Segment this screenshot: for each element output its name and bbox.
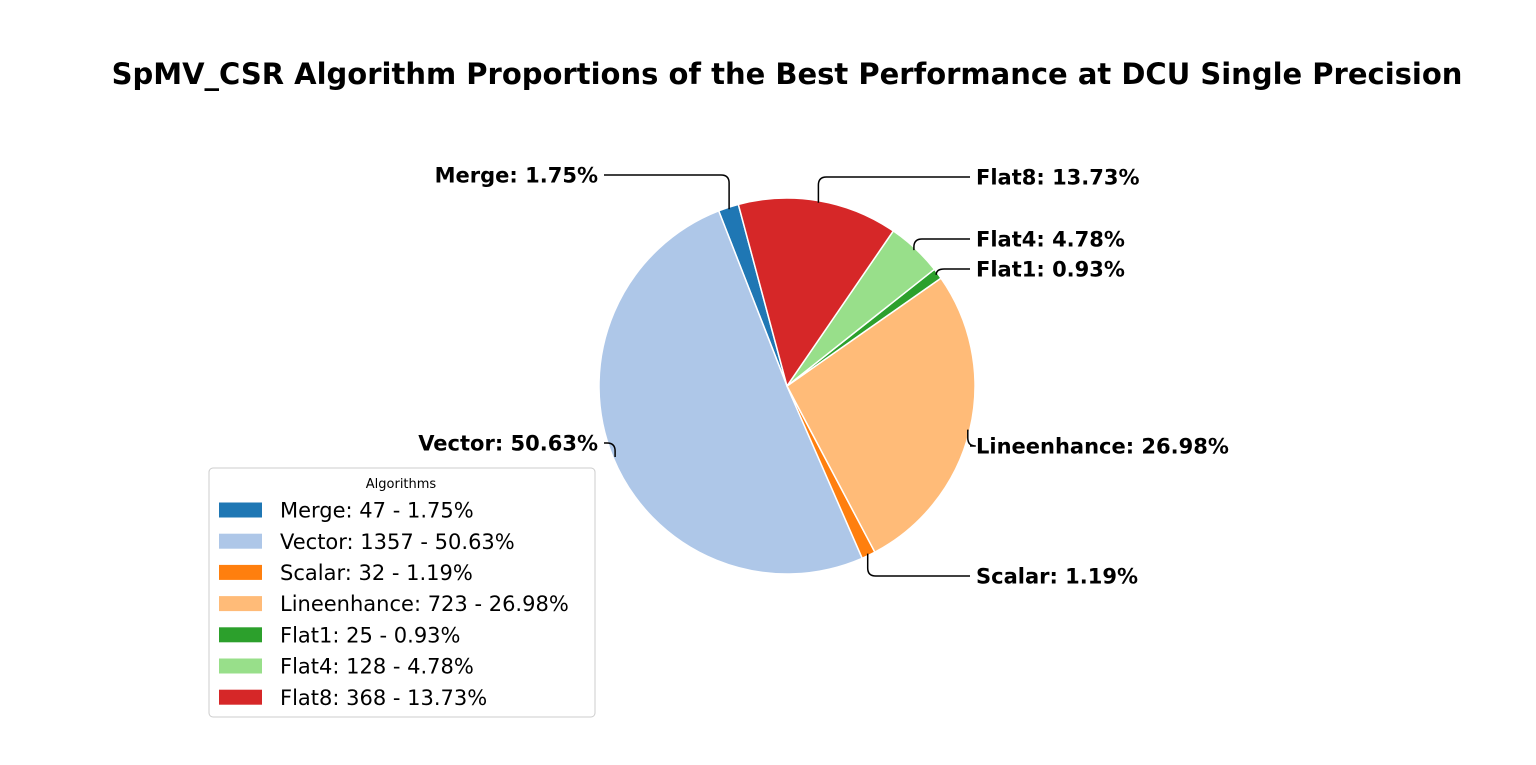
slice-label-flat1: Flat1: 0.93% [976,258,1125,282]
chart-title: SpMV_CSR Algorithm Proportions of the Be… [112,57,1463,91]
connector-lineenhance [967,429,976,447]
slice-label-merge: Merge: 1.75% [435,164,598,188]
legend-label-merge: Merge: 47 - 1.75% [280,499,474,523]
legend-label-lineenhance: Lineenhance: 723 - 26.98% [280,592,569,616]
legend-swatch-flat1 [219,627,262,643]
legend-label-vector: Vector: 1357 - 50.63% [280,530,515,554]
connector-flat1 [935,268,970,275]
pie-slice-lineenhance [786,277,976,553]
legend-swatch-vector [219,533,262,549]
pie-slices [598,197,976,575]
pie-slice-vector [598,210,863,575]
legend-label-flat8: Flat8: 368 - 13.73% [280,686,487,710]
legend: Algorithms Merge: 47 - 1.75% Vector: 1357… [208,467,596,718]
slice-label-lineenhance: Lineenhance: 26.98% [976,435,1229,459]
legend-title: Algorithms [366,477,437,492]
legend-swatch-lineenhance [219,596,262,612]
slice-label-scalar: Scalar: 1.19% [976,565,1138,589]
label-connectors [604,174,976,577]
legend-label-flat4: Flat4: 128 - 4.78% [280,655,474,679]
legend-swatch-merge [219,502,262,518]
legend-swatch-flat8 [219,689,262,705]
connector-scalar [866,553,970,577]
legend-items: Merge: 47 - 1.75% Vector: 1357 - 50.63% Sc… [219,499,569,710]
legend-box [208,467,596,718]
legend-swatch-flat4 [219,658,262,674]
slice-label-vector: Vector: 50.63% [418,432,598,456]
legend-swatch-scalar [219,564,262,580]
slice-labels: Merge: 1.75% Vector: 50.63% Scalar: 1.19% L… [418,164,1229,589]
connector-flat8 [817,176,970,203]
connector-vector [604,442,616,457]
legend-label-flat1: Flat1: 25 - 0.93% [280,623,461,647]
connector-merge [604,174,730,210]
legend-label-scalar: Scalar: 32 - 1.19% [280,561,473,585]
slice-label-flat4: Flat4: 4.78% [976,228,1125,252]
slice-label-flat8: Flat8: 13.73% [976,166,1140,190]
connector-flat4 [913,238,970,251]
